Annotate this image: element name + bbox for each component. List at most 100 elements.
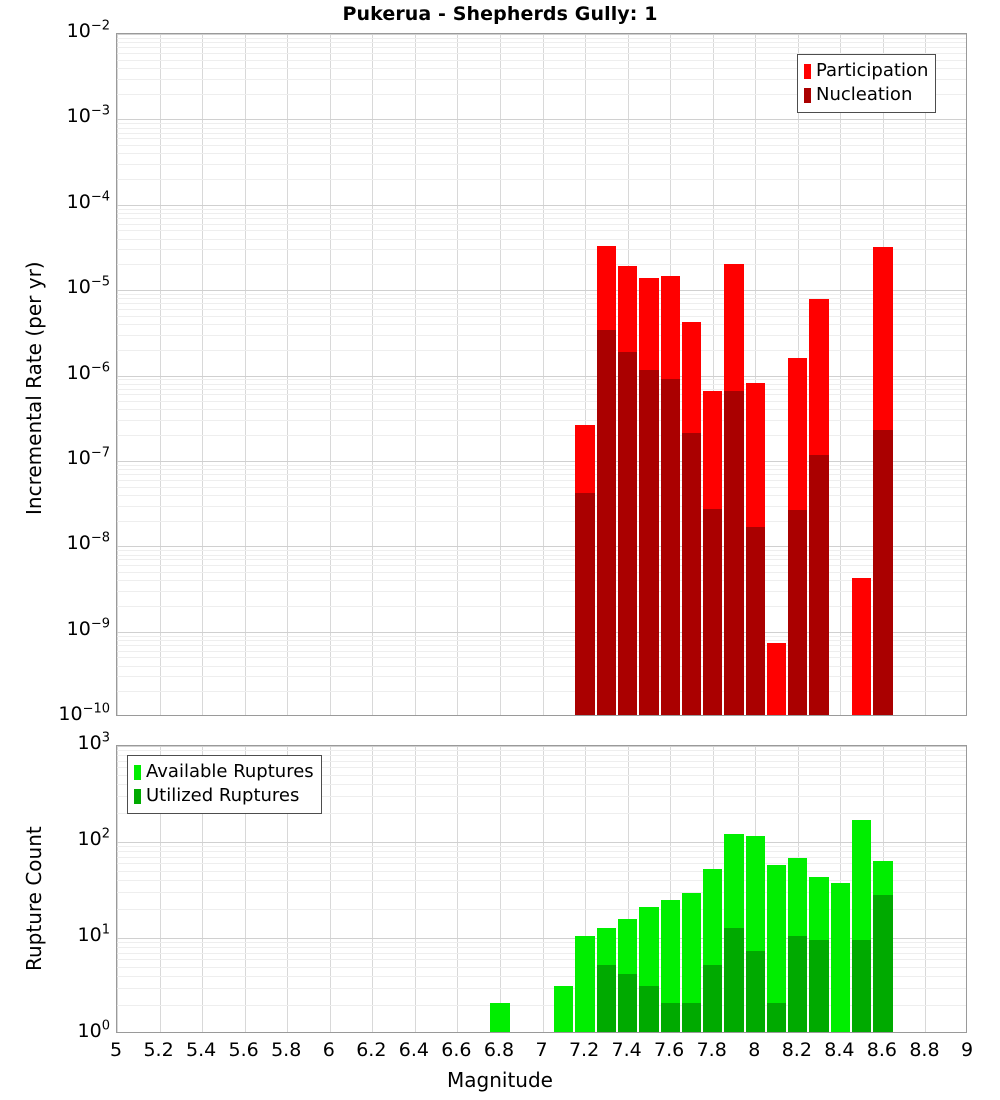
bar-segment	[873, 429, 893, 715]
gridline-horizontal-minor	[117, 79, 966, 80]
gridline-horizontal-minor	[117, 645, 966, 646]
legend-item: Nucleation	[804, 83, 928, 107]
gridline-horizontal-minor	[117, 857, 966, 858]
x-axis-tick-label: 6.2	[356, 1039, 387, 1061]
gridline-horizontal-minor	[117, 230, 966, 231]
bar-segment	[575, 492, 595, 715]
bar	[809, 298, 829, 715]
bar	[681, 322, 702, 715]
gridline-horizontal-minor	[117, 401, 966, 402]
bar	[596, 928, 616, 1032]
bar	[554, 986, 574, 1032]
bar	[660, 275, 680, 715]
gridline-vertical	[628, 746, 629, 1032]
legend-item-label: Participation	[816, 60, 929, 81]
bar-segment	[660, 1003, 680, 1032]
gridline-horizontal-minor	[117, 640, 966, 641]
bar-segment	[766, 1003, 787, 1032]
gridline-horizontal-minor	[117, 657, 966, 658]
gridline-vertical	[287, 34, 288, 715]
gridline-horizontal-minor	[117, 133, 966, 134]
gridline-vertical	[160, 746, 161, 1032]
y-axis-tick-label: 10−6	[66, 360, 110, 384]
legend-item: Available Ruptures	[134, 760, 314, 784]
gridline-horizontal-minor	[117, 559, 966, 560]
y-axis-tick-label: 100	[77, 1018, 110, 1042]
bar	[873, 861, 893, 1032]
gridline-horizontal-major	[117, 290, 966, 291]
y-axis-tick-label: 10−10	[58, 701, 110, 725]
legend-item: Utilized Ruptures	[134, 784, 314, 808]
gridline-horizontal-major	[117, 119, 966, 120]
gridline-vertical	[925, 746, 926, 1032]
bar-segment	[745, 526, 765, 715]
gridline-horizontal-minor	[117, 550, 966, 551]
gridline-horizontal-minor	[117, 179, 966, 180]
gridline-horizontal-major	[117, 938, 966, 939]
gridline-horizontal-minor	[117, 506, 966, 507]
bar-segment	[617, 974, 638, 1032]
bar	[575, 424, 595, 715]
bar-segment	[681, 433, 702, 715]
bar	[788, 358, 808, 715]
gridline-horizontal-minor	[117, 249, 966, 250]
gridline-horizontal-minor	[117, 465, 966, 466]
gridline-horizontal-minor	[117, 60, 966, 61]
bar	[724, 264, 744, 715]
bar	[596, 246, 616, 715]
bar	[575, 936, 595, 1032]
gridline-horizontal-minor	[117, 676, 966, 677]
bar-segment	[809, 455, 829, 715]
bar	[851, 820, 872, 1032]
x-axis-tick-label: 8.8	[909, 1039, 940, 1061]
gridline-horizontal-minor	[117, 224, 966, 225]
bar-segment	[809, 940, 829, 1032]
rupture-count-plot	[116, 745, 967, 1033]
x-axis-tick-label: 7.6	[654, 1039, 685, 1061]
gridline-horizontal-minor	[117, 335, 966, 336]
gridline-horizontal-minor	[117, 909, 966, 910]
gridline-horizontal-minor	[117, 239, 966, 240]
gridline-horizontal-minor	[117, 636, 966, 637]
gridline-horizontal-minor	[117, 420, 966, 421]
bar	[766, 642, 787, 715]
gridline-horizontal-minor	[117, 784, 966, 785]
bar	[703, 391, 723, 715]
gridline-horizontal-minor	[117, 409, 966, 410]
gridline-horizontal-minor	[117, 947, 966, 948]
x-axis-tick-label: 6.4	[398, 1039, 429, 1061]
legend-swatch-icon	[134, 764, 141, 780]
bar	[617, 266, 638, 715]
gridline-horizontal-minor	[117, 521, 966, 522]
gridline-vertical	[330, 746, 331, 1032]
gridline-horizontal-minor	[117, 959, 966, 960]
bar	[617, 919, 638, 1032]
top-plot-legend: Participation Nucleation	[797, 54, 937, 113]
incremental-rate-plot	[116, 33, 967, 716]
bar	[639, 278, 659, 715]
gridline-horizontal-minor	[117, 218, 966, 219]
gridline-horizontal-minor	[117, 880, 966, 881]
gridline-vertical	[585, 746, 586, 1032]
x-axis-tick-label: 8.6	[866, 1039, 897, 1061]
x-axis-tick-label: 5.8	[271, 1039, 302, 1061]
y-axis-tick-label: 10−2	[66, 18, 110, 42]
gridline-horizontal-minor	[117, 164, 966, 165]
gridline-vertical	[245, 746, 246, 1032]
bar	[851, 578, 872, 715]
bar-segment	[681, 1003, 702, 1032]
gridline-horizontal-minor	[117, 53, 966, 54]
gridline-horizontal-minor	[117, 394, 966, 395]
bottom-plot-bars	[117, 746, 966, 1032]
gridline-horizontal-minor	[117, 474, 966, 475]
legend-swatch-icon	[804, 63, 811, 79]
gridline-horizontal-minor	[117, 1005, 966, 1006]
gridline-horizontal-minor	[117, 750, 966, 751]
gridline-horizontal-minor	[117, 309, 966, 310]
gridline-vertical	[543, 746, 544, 1032]
gridline-vertical	[202, 746, 203, 1032]
bar-segment	[617, 351, 638, 715]
gridline-vertical	[415, 746, 416, 1032]
gridline-horizontal-minor	[117, 851, 966, 852]
gridline-vertical	[117, 746, 118, 1032]
